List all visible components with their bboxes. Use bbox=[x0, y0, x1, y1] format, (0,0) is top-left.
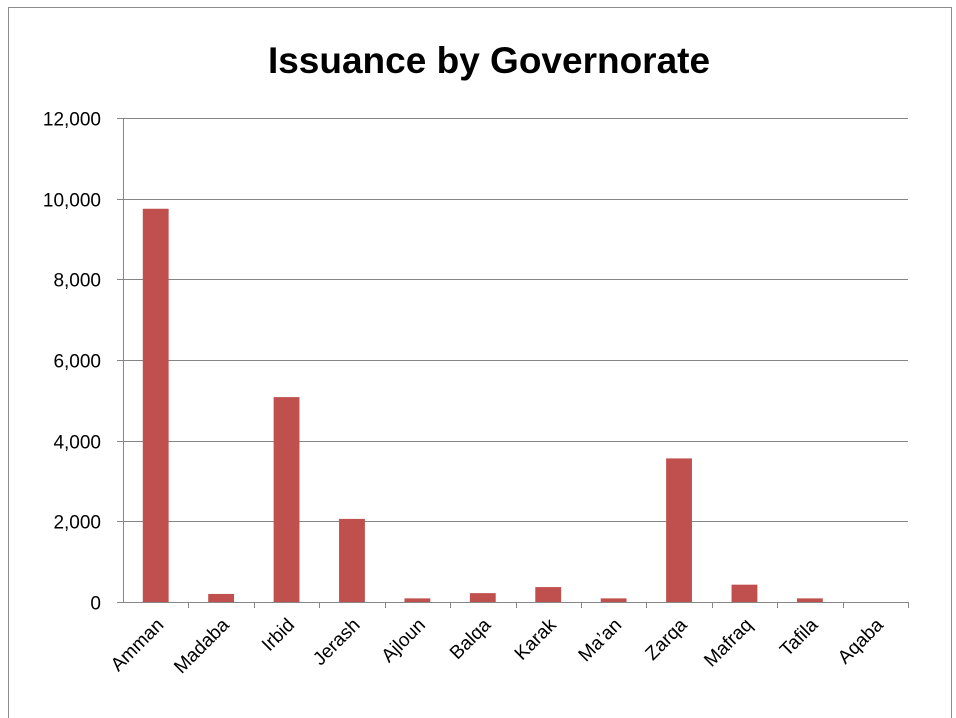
chart-title: Issuance by Governorate bbox=[268, 40, 710, 81]
y-tick-label: 6,000 bbox=[53, 352, 101, 373]
bar bbox=[273, 397, 300, 602]
x-category-label: Amman bbox=[107, 615, 168, 676]
y-tick-label: 8,000 bbox=[53, 271, 101, 292]
axes bbox=[117, 118, 909, 608]
bar bbox=[666, 458, 692, 602]
y-tick-label: 0 bbox=[90, 594, 101, 615]
x-category-label: Aqaba bbox=[834, 614, 888, 668]
x-category-label: Jerash bbox=[309, 615, 364, 670]
x-category-label: Zarqa bbox=[642, 614, 692, 664]
bars bbox=[142, 208, 823, 602]
y-tick-label: 2,000 bbox=[53, 513, 101, 534]
bar bbox=[535, 587, 562, 602]
x-category-label: Ma’an bbox=[575, 615, 626, 666]
x-category-label: Tafila bbox=[776, 614, 823, 661]
y-axis-tick-labels: 0 2,000 4,000 6,000 8,000 10,000 12,000 bbox=[43, 110, 101, 615]
x-category-label: Ajloun bbox=[378, 615, 430, 667]
x-category-label: Karak bbox=[511, 614, 561, 664]
x-axis-category-labels: Amman Madaba Irbid Jerash Ajloun Balqa Karak Ma… bbox=[107, 614, 888, 678]
y-tick-label: 4,000 bbox=[53, 433, 101, 454]
bar bbox=[796, 598, 823, 602]
y-tick-label: 12,000 bbox=[43, 110, 101, 131]
x-category-label: Madaba bbox=[170, 614, 234, 678]
bar bbox=[469, 593, 496, 602]
y-tick-label: 10,000 bbox=[43, 191, 101, 212]
bar bbox=[142, 208, 169, 602]
bar bbox=[208, 593, 235, 602]
bar bbox=[404, 598, 431, 602]
gridlines bbox=[123, 118, 908, 522]
x-category-label: Irbid bbox=[258, 615, 299, 656]
x-category-label: Balqa bbox=[446, 614, 496, 664]
bar bbox=[600, 598, 627, 602]
x-category-label: Mafraq bbox=[700, 615, 757, 672]
bar bbox=[339, 518, 365, 602]
bar bbox=[731, 584, 758, 602]
